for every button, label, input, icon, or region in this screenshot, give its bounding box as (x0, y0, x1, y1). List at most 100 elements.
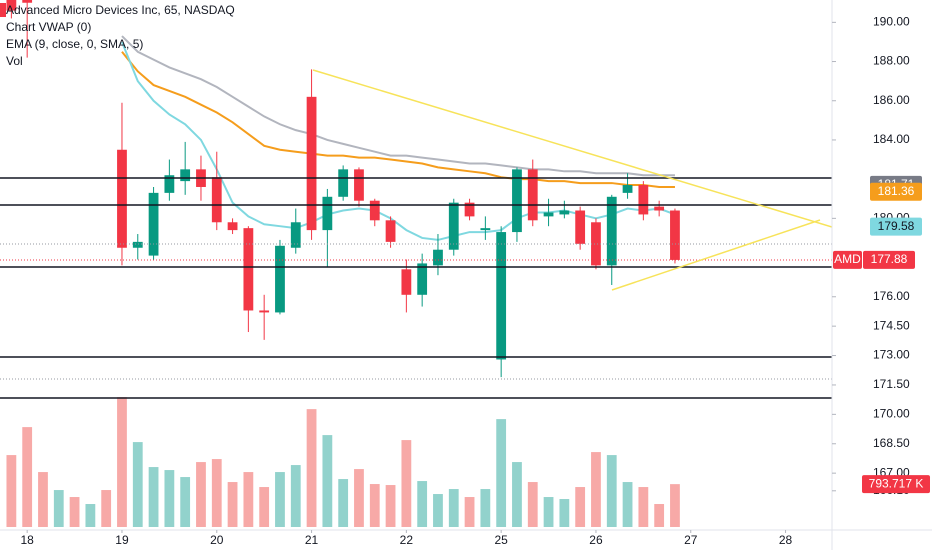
x-tick-label: 21 (305, 533, 319, 547)
symbol-tag (833, 250, 862, 269)
volume-bar (638, 487, 649, 527)
candle-body (369, 200, 380, 221)
candle-body (132, 241, 143, 248)
volume-bar (196, 462, 206, 527)
symbol-tag-label: AMD (834, 252, 861, 266)
plot-area (6, 0, 680, 527)
candle-body (290, 222, 301, 248)
candle-body (354, 169, 364, 201)
volume-bar (38, 472, 48, 527)
volume-bar (69, 497, 80, 527)
candle-body (259, 310, 270, 313)
y-tick-label: 176.00 (873, 289, 910, 303)
chart-title: Advanced Micro Devices Inc, 65, NASDAQ (6, 3, 235, 17)
candle-body (306, 96, 317, 231)
x-tick-label: 18 (20, 533, 34, 547)
price-tag (863, 250, 915, 269)
legend-entry: Chart VWAP (0) (6, 20, 91, 34)
volume-bar (622, 482, 633, 527)
volume-bar (132, 442, 143, 527)
candle-body (622, 185, 633, 193)
indicator-line (121, 35, 675, 177)
volume-bar (417, 481, 428, 527)
x-tick-label: 19 (115, 533, 129, 547)
volume-tag-label: 793.717 K (869, 476, 924, 490)
price-tag (870, 217, 922, 236)
drawings (0, 69, 832, 399)
legend-entry: EMA (9, close, 0, SMA, 5) (6, 37, 143, 51)
volume-bar (606, 455, 617, 527)
volume-bar (559, 499, 570, 527)
volume-bar (480, 489, 491, 527)
candle-body (211, 177, 222, 223)
volume-bar (6, 455, 17, 527)
y-tick-label: 190.00 (873, 15, 910, 29)
candle-body (227, 222, 238, 231)
volume-bar (275, 472, 285, 527)
volume-bar (101, 490, 112, 527)
candle-body (670, 210, 680, 260)
candle-body (464, 202, 475, 217)
volume-bar (180, 477, 191, 527)
volume-bar (527, 482, 538, 527)
y-tick-label: 174.50 (873, 318, 910, 332)
volume-bar (306, 409, 317, 527)
volume-bar (148, 467, 159, 527)
y-tick-label: 170.00 (873, 407, 910, 421)
y-tick-label: 171.50 (873, 377, 910, 391)
volume-bar (53, 490, 64, 527)
price-tag (870, 182, 922, 201)
volume-bar (448, 489, 459, 527)
legend: Advanced Micro Devices Inc, 65, NASDAQ C… (0, 3, 235, 68)
volume-bar (433, 494, 443, 527)
candle-body (322, 196, 333, 231)
y-tick-label: 188.00 (873, 54, 910, 68)
price-tag-label: 177.88 (871, 252, 908, 266)
candle-body (275, 245, 285, 313)
volume-bar (22, 427, 33, 527)
price-tag-label: 181.36 (878, 184, 915, 198)
volume-bar (259, 487, 270, 527)
candle-body (638, 185, 649, 215)
volume-bar (322, 435, 333, 527)
volume-bar (543, 497, 554, 527)
candle-body (385, 220, 396, 242)
x-tick-label: 20 (210, 533, 224, 547)
candle-body (480, 228, 491, 231)
candle-body (164, 175, 175, 193)
y-tick-label: 184.00 (873, 132, 910, 146)
x-tick-label: 26 (589, 533, 603, 547)
x-tick-label: 27 (684, 533, 698, 547)
candle-body (180, 169, 191, 182)
candle-body (417, 263, 428, 295)
candle-body (448, 202, 459, 250)
candle-body (543, 212, 554, 217)
volume-bar (464, 497, 475, 527)
volume-bar (670, 484, 680, 527)
price-tag-label: 179.58 (878, 219, 915, 233)
candle-body (148, 192, 159, 256)
y-tick-label: 168.50 (873, 436, 910, 450)
volume-bar (243, 472, 254, 527)
volume-bar (496, 419, 507, 527)
candle-body (496, 232, 507, 360)
volume-bar (85, 504, 96, 527)
volume-bar (512, 462, 522, 527)
candle-body (606, 196, 617, 266)
candle-body (654, 206, 665, 211)
volume-tag (862, 475, 930, 494)
volume-bar (654, 504, 665, 527)
candle-body (433, 249, 443, 266)
x-tick-label: 22 (400, 533, 414, 547)
candle-body (527, 169, 538, 221)
trend-line (611, 219, 821, 291)
volume-bar (117, 397, 127, 527)
volume-bar (575, 487, 586, 527)
volume-bar (164, 470, 175, 527)
candle-body (559, 210, 570, 215)
volume-bar (338, 479, 349, 527)
indicator-line (121, 51, 675, 188)
candle-body (117, 149, 127, 248)
